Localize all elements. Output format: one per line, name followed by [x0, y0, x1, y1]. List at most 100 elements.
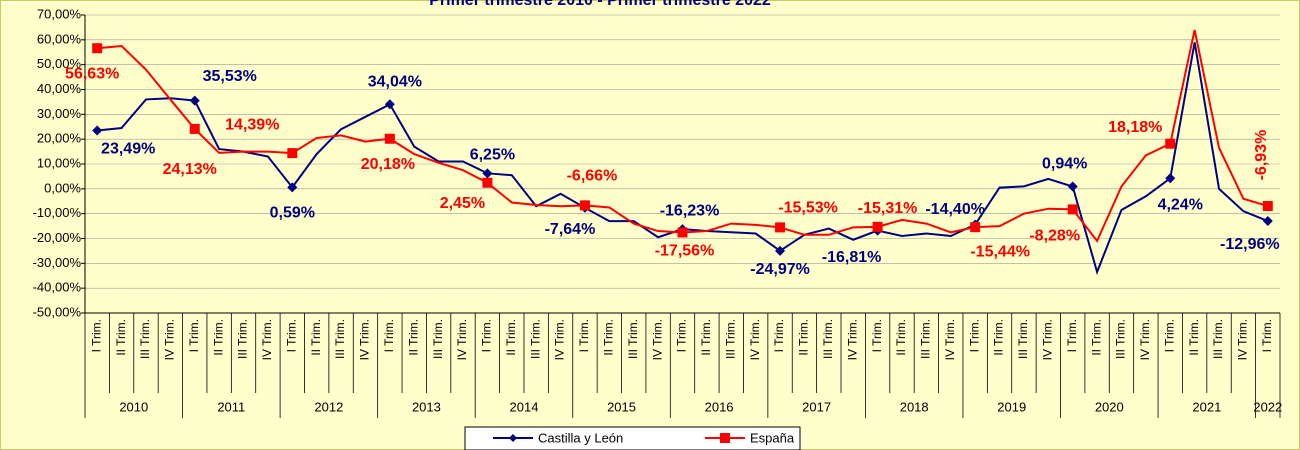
x-tick-label: IV Trim.	[1236, 319, 1250, 360]
x-tick-label: I Trim.	[480, 319, 494, 352]
x-tick-label: IV Trim.	[845, 319, 859, 360]
x-tick-label: I Trim.	[1260, 319, 1274, 352]
x-tick-label: IV Trim.	[1040, 319, 1054, 360]
x-tick-label: III Trim.	[723, 319, 737, 359]
y-tick-label: 30,00%	[37, 106, 82, 121]
y-tick-label: 0,00%	[44, 180, 81, 195]
legend: Castilla y León España	[464, 426, 801, 450]
x-tick-label: II Trim.	[797, 319, 811, 356]
x-tick-label: III Trim.	[1114, 319, 1128, 359]
y-tick-label: 60,00%	[37, 31, 82, 46]
x-tick-label: II Trim.	[602, 319, 616, 356]
marker	[287, 148, 298, 159]
chart-title: Primer trimestre 2010 - Primer trimestre…	[429, 0, 771, 9]
x-tick-label: II Trim.	[114, 319, 128, 356]
y-tick-label: -10,00%	[33, 205, 82, 220]
marker	[384, 99, 395, 110]
x-tick-label: IV Trim.	[163, 319, 177, 360]
year-label: 2017	[802, 399, 831, 414]
x-tick-label: III Trim.	[626, 319, 640, 359]
x-tick-label: III Trim.	[821, 319, 835, 359]
x-tick-label: II Trim.	[992, 319, 1006, 356]
year-label: 2018	[900, 399, 929, 414]
x-tick-label: IV Trim.	[943, 319, 957, 360]
y-tick-label: 70,00%	[37, 6, 82, 21]
data-label: -14,40%	[925, 201, 985, 218]
marker	[482, 177, 493, 188]
data-label: -16,23%	[660, 202, 720, 219]
year-label: 2019	[997, 399, 1026, 414]
marker	[92, 125, 103, 136]
data-label: -7,64%	[545, 221, 596, 238]
marker	[579, 200, 590, 211]
data-label: 0,59%	[270, 205, 315, 222]
x-tick-label: III Trim.	[1211, 319, 1225, 359]
y-tick-label: 50,00%	[37, 56, 82, 71]
x-tick-label: IV Trim.	[1138, 319, 1152, 360]
x-tick-label: III Trim.	[236, 319, 250, 359]
data-label: -24,97%	[750, 261, 810, 278]
x-tick-label: IV Trim.	[260, 319, 274, 360]
data-label: -6,66%	[567, 168, 618, 185]
x-tick-label: III Trim.	[333, 319, 347, 359]
x-tick-label: III Trim.	[138, 319, 152, 359]
x-tick-label: IV Trim.	[553, 319, 567, 360]
data-label: 0,94%	[1042, 156, 1087, 173]
data-label: 56,63%	[65, 65, 119, 82]
marker	[1165, 173, 1176, 184]
y-tick-label: 20,00%	[37, 131, 82, 146]
marker	[1262, 216, 1273, 227]
x-tick-label: IV Trim.	[358, 319, 372, 360]
year-label: 2021	[1192, 399, 1221, 414]
x-tick-label: I Trim.	[577, 319, 591, 352]
marker	[970, 222, 981, 233]
data-label: 20,18%	[361, 156, 415, 173]
year-label: 2020	[1095, 399, 1124, 414]
x-tick-label: IV Trim.	[650, 319, 664, 360]
marker	[677, 227, 688, 238]
y-tick-label: -50,00%	[33, 304, 82, 319]
x-tick-label: II Trim.	[1089, 319, 1103, 356]
x-tick-label: I Trim.	[1162, 319, 1176, 352]
x-tick-label: I Trim.	[284, 319, 298, 352]
x-tick-label: II Trim.	[1187, 319, 1201, 356]
x-tick-label: II Trim.	[211, 319, 225, 356]
year-label: 2012	[314, 399, 343, 414]
x-tick-label: I Trim.	[870, 319, 884, 352]
x-tick-label: I Trim.	[187, 319, 201, 352]
year-label: 2015	[607, 399, 636, 414]
year-label: 2010	[119, 399, 148, 414]
data-label: -17,56%	[655, 243, 715, 260]
year-label: 2014	[510, 399, 539, 414]
marker	[1067, 181, 1078, 192]
data-label: 18,18%	[1108, 119, 1162, 136]
data-label: 35,53%	[203, 68, 257, 85]
marker	[1262, 201, 1273, 212]
x-tick-label: I Trim.	[89, 319, 103, 352]
data-label: -12,96%	[1220, 236, 1280, 253]
y-tick-label: -20,00%	[33, 230, 82, 245]
legend-label: Castilla y León	[538, 430, 623, 445]
data-label: 2,45%	[440, 195, 485, 212]
data-label: 4,24%	[1158, 197, 1203, 214]
marker	[775, 245, 786, 256]
data-label: 14,39%	[225, 116, 279, 133]
y-tick-label: 10,00%	[37, 155, 82, 170]
data-label: 34,04%	[368, 74, 422, 91]
data-label: 6,25%	[470, 147, 515, 164]
data-label: -15,31%	[858, 200, 918, 217]
legend-label: España	[750, 430, 795, 445]
year-label: 2016	[705, 399, 734, 414]
data-label: -15,44%	[970, 243, 1030, 260]
data-label: -6,93%	[1253, 130, 1270, 181]
x-tick-label: II Trim.	[504, 319, 518, 356]
data-label: -16,81%	[822, 249, 882, 266]
x-tick-label: I Trim.	[772, 319, 786, 352]
data-label: 24,13%	[163, 161, 217, 178]
marker	[92, 43, 103, 54]
y-tick-label: -30,00%	[33, 255, 82, 270]
year-label: 2011	[217, 399, 245, 414]
x-tick-label: II Trim.	[894, 319, 908, 356]
x-tick-label: I Trim.	[1065, 319, 1079, 352]
x-tick-label: II Trim.	[309, 319, 323, 356]
